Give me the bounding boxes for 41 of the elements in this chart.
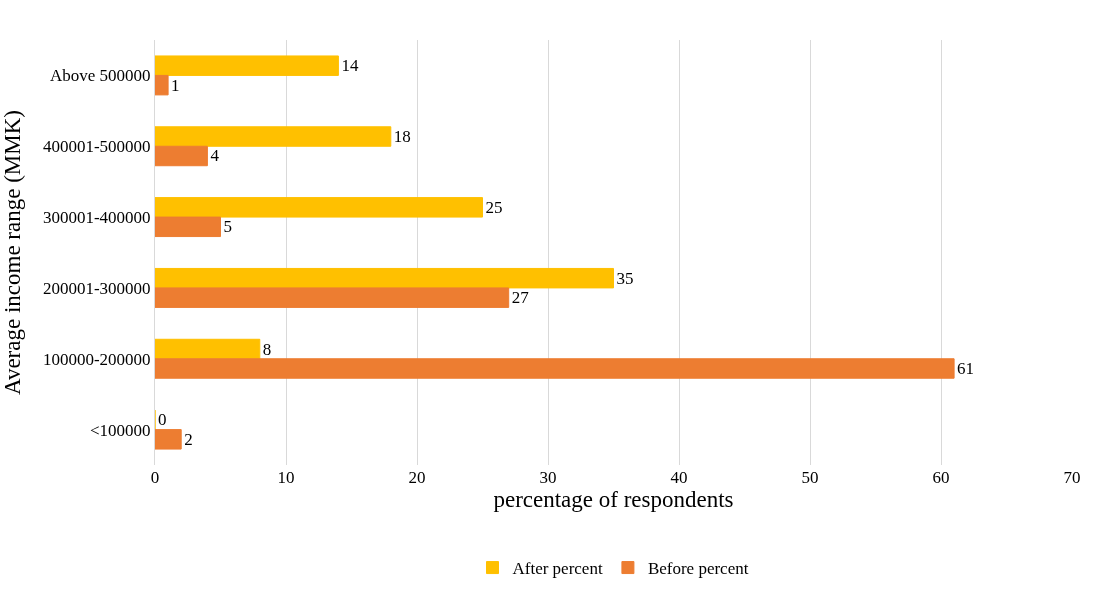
bar — [155, 197, 483, 218]
y-tick-label: <100000 — [90, 420, 151, 440]
data-label: 4 — [210, 146, 220, 166]
bar — [155, 358, 955, 379]
bar — [155, 216, 221, 238]
y-tick-label: 200001-300000 — [42, 278, 151, 298]
x-tick-label: 20 — [408, 468, 426, 487]
x-tick-label: 0 — [150, 468, 160, 487]
x-tick-label: 40 — [670, 468, 688, 487]
data-label: 25 — [485, 197, 503, 217]
y-tick-label: 100000-200000 — [42, 349, 151, 369]
legend-label: After percent — [512, 559, 603, 579]
legend-label: Before percent — [647, 559, 749, 579]
data-label: 2 — [184, 429, 193, 449]
x-tick-label: 60 — [932, 468, 950, 487]
data-label: 35 — [616, 268, 634, 288]
bar — [155, 145, 208, 167]
data-label: 5 — [223, 217, 232, 237]
data-label: 14 — [341, 56, 359, 76]
x-axis-title: percentage of respondents — [493, 487, 734, 512]
bar — [155, 338, 261, 360]
bar — [155, 287, 510, 308]
x-tick-label: 50 — [801, 468, 819, 487]
bar — [155, 74, 169, 96]
x-tick-label: 10 — [277, 468, 295, 487]
bar — [155, 429, 182, 450]
bar — [155, 55, 339, 76]
data-label: 18 — [393, 127, 411, 147]
y-tick-label: 300001-400000 — [42, 208, 151, 228]
data-label: 1 — [171, 75, 180, 95]
data-label: 61 — [957, 358, 975, 378]
y-tick-label: Above 500000 — [50, 66, 151, 86]
data-label: 27 — [511, 288, 530, 308]
bar — [155, 267, 614, 289]
x-tick-label: 70 — [1063, 468, 1081, 487]
x-tick-label: 30 — [539, 468, 557, 487]
bar — [155, 126, 392, 147]
data-label: 0 — [158, 410, 167, 430]
y-axis-title: Average income range (MMK) — [0, 109, 26, 396]
y-tick-label: 400001-500000 — [42, 137, 151, 157]
data-label: 8 — [262, 339, 272, 359]
